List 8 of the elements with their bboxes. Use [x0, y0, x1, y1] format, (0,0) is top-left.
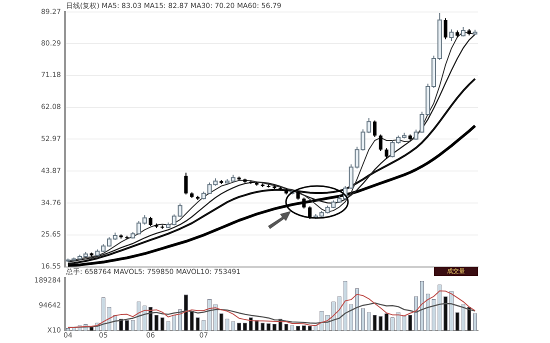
candlestick [302, 197, 306, 209]
candlestick [372, 120, 377, 138]
candlestick [148, 216, 152, 226]
candlestick [384, 148, 388, 160]
candlestick [378, 134, 382, 152]
candlestick [444, 18, 448, 40]
candlestick [296, 190, 300, 200]
candlestick [184, 172, 188, 195]
